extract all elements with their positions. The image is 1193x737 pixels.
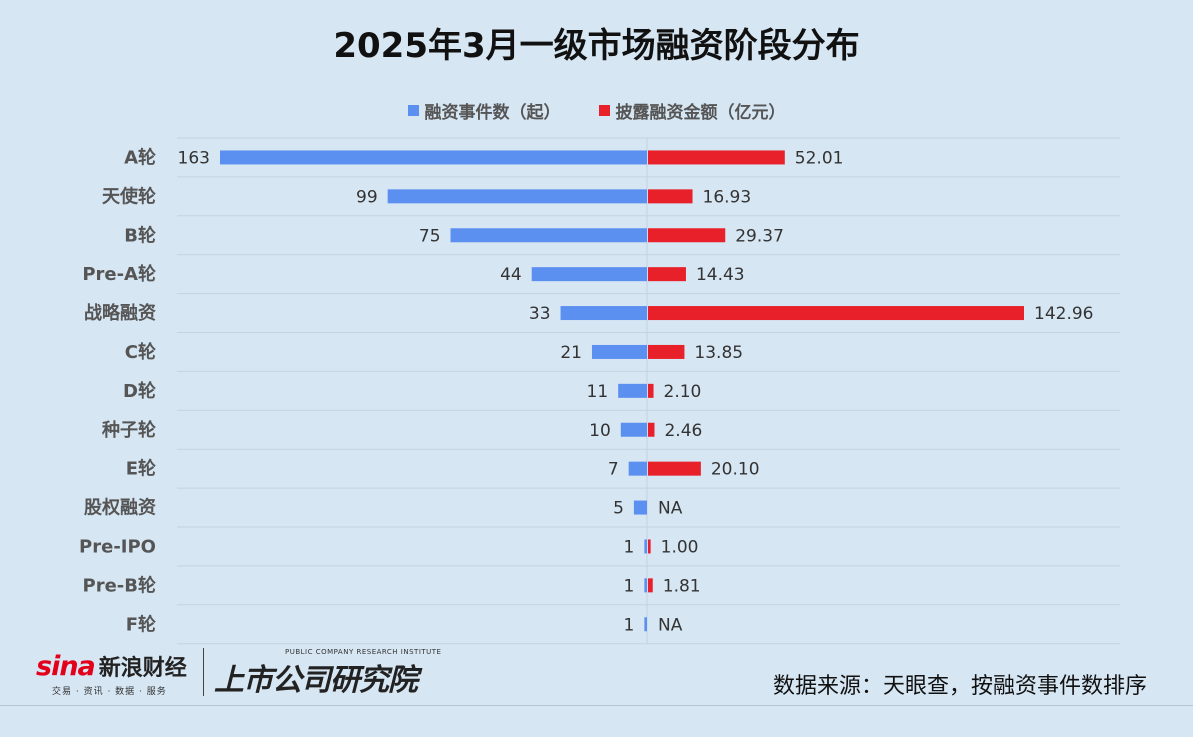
category-label: Pre-IPO [79,536,156,557]
category-label: B轮 [124,224,156,246]
legend-item-amount: 披露融资金额（亿元） [598,98,786,123]
count-bar [450,228,647,243]
count-value-label: 44 [500,265,522,285]
legend-item-count: 融资事件数（起） [407,98,561,123]
category-label: E轮 [126,458,156,480]
amount-value-label: 1.00 [661,537,699,557]
amount-bar [648,578,653,593]
legend-swatch-count [407,105,419,116]
count-value-label: 1 [624,615,635,635]
amount-value-label: 14.43 [696,265,745,285]
category-label: Pre-A轮 [82,263,156,285]
amount-value-label: NA [658,499,683,519]
category-label: C轮 [125,341,156,363]
count-value-label: 5 [613,499,624,519]
amount-bar [648,150,785,165]
amount-value-label: 1.81 [663,576,701,596]
count-bar [628,461,647,476]
amount-value-label: 142.96 [1034,304,1093,324]
amount-value-label: 20.10 [711,460,760,480]
count-value-label: 1 [624,576,635,596]
amount-bar [648,189,693,204]
count-bar [644,578,647,593]
count-bar [531,267,647,282]
count-value-label: 11 [587,382,609,402]
category-label: 天使轮 [102,185,156,207]
amount-bar [648,539,651,554]
count-value-label: 99 [356,187,378,207]
count-value-label: 75 [419,226,441,246]
legend: 融资事件数（起） 披露融资金额（亿元） [0,98,1193,123]
count-value-label: 21 [560,343,582,363]
count-bar [220,150,647,165]
amount-bar [648,422,655,437]
category-label: F轮 [126,613,156,635]
count-bar [560,306,647,321]
count-bar [644,539,647,554]
count-value-label: 33 [529,304,551,324]
category-label: 种子轮 [101,419,156,441]
amount-value-label: 16.93 [703,187,752,207]
count-value-label: 163 [178,148,210,168]
logo-divider [203,648,204,696]
category-label: Pre-B轮 [83,574,156,596]
sina-logo-cn: 新浪财经 [98,656,187,681]
amount-value-label: 29.37 [735,226,784,246]
amount-bar [648,267,686,282]
count-bar [644,617,647,632]
sina-logo-word: sina [36,650,96,682]
amount-bar [648,461,701,476]
amount-value-label: 13.85 [694,343,743,363]
amount-value-label: 2.46 [664,421,702,441]
footer-divider [0,705,1193,706]
chart-title: 2025年3月一级市场融资阶段分布 [333,26,860,66]
amount-bar [648,344,685,359]
count-bar [618,383,647,398]
amount-value-label: 52.01 [795,148,844,168]
count-bar [387,189,647,204]
pcri-logo-cn: 上市公司研究院 [214,663,418,698]
amount-bar [648,383,654,398]
count-value-label: 7 [608,460,619,480]
amount-bar [648,228,726,243]
legend-label-amount: 披露融资金额（亿元） [615,103,786,123]
amount-value-label: 2.10 [664,382,702,402]
amount-value-label: NA [658,615,683,635]
count-bar [633,500,647,515]
category-label: A轮 [124,146,156,168]
legend-label-count: 融资事件数（起） [424,103,561,123]
sina-finance-logo: sina 新浪财经 [36,650,187,682]
legend-swatch-amount [598,105,610,116]
data-source-note: 数据来源：天眼查，按融资事件数排序 [772,674,1147,699]
count-value-label: 1 [624,537,635,557]
count-bar [620,422,647,437]
amount-bar [648,306,1024,321]
pcri-logo-en: PUBLIC COMPANY RESEARCH INSTITUTE [285,648,442,656]
category-label: 战略融资 [84,302,156,324]
sina-logo-tagline: 交易 · 资讯 · 数据 · 服务 [52,687,167,697]
category-label: D轮 [123,380,156,402]
category-label: 股权融资 [83,497,156,519]
count-bar [591,344,647,359]
count-value-label: 10 [589,421,611,441]
